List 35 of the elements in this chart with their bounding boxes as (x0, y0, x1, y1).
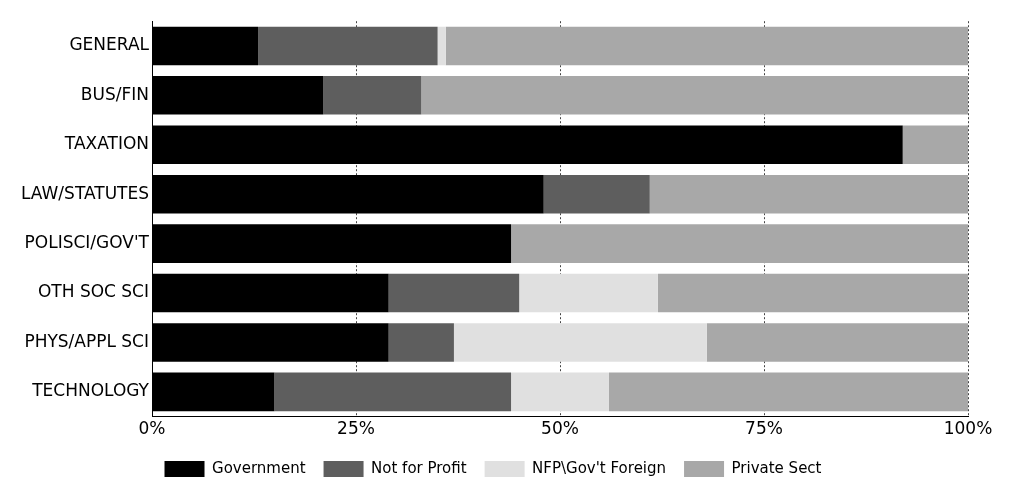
x-tick-label: 100% (943, 418, 993, 439)
y-tick-label: TECHNOLOGY (31, 380, 150, 401)
legend-label: NFP\Gov't Foreign (532, 458, 667, 477)
bar (649, 174, 968, 214)
x-tick-label: 0% (138, 418, 166, 439)
x-tick-label: 50% (541, 418, 579, 439)
bar (323, 76, 422, 115)
bar (511, 372, 609, 412)
bar (258, 26, 438, 66)
y-tick-label: LAW/STATUTES (20, 182, 150, 203)
y-tick-label: GENERAL (69, 34, 150, 55)
y-tick-label: TAXATION (63, 133, 150, 154)
legend-label: Not for Profit (371, 458, 467, 477)
bar (388, 273, 520, 313)
y-tick-label: POLISCI/GOV'T (24, 232, 150, 253)
bar (519, 273, 658, 313)
bar (437, 26, 446, 66)
x-tick-label: 75% (745, 418, 783, 439)
legend-label: Private Sect (731, 458, 822, 477)
bar (274, 372, 512, 412)
legend-label: Government (212, 458, 306, 477)
bar (608, 372, 968, 412)
bar (453, 323, 707, 362)
bar (388, 323, 454, 362)
y-tick-label: OTH SOC SCI (37, 281, 150, 302)
bar (706, 323, 968, 362)
x-tick-label: 25% (337, 418, 375, 439)
bar (543, 174, 650, 214)
bar (657, 273, 968, 313)
bar (421, 76, 968, 115)
y-tick-label: BUS/FIN (80, 83, 150, 104)
bar (445, 26, 968, 66)
y-tick-label: PHYS/APPL SCI (24, 330, 150, 351)
bar (902, 125, 968, 165)
bar (511, 224, 968, 263)
